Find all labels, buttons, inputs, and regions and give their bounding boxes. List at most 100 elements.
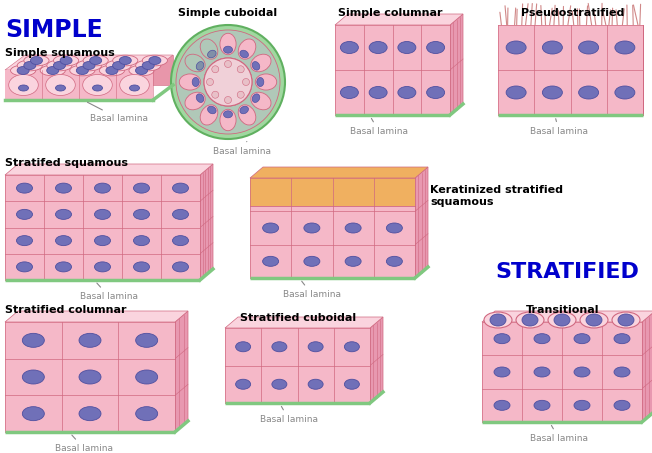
Ellipse shape xyxy=(136,333,158,347)
Text: Basal lamina: Basal lamina xyxy=(213,141,271,156)
Ellipse shape xyxy=(586,314,602,326)
Text: Transitional: Transitional xyxy=(526,305,600,315)
Ellipse shape xyxy=(257,77,264,87)
Ellipse shape xyxy=(614,400,630,410)
Ellipse shape xyxy=(17,67,29,74)
Ellipse shape xyxy=(95,183,110,193)
Ellipse shape xyxy=(369,87,387,98)
Ellipse shape xyxy=(113,55,138,66)
Ellipse shape xyxy=(79,370,101,384)
Ellipse shape xyxy=(494,334,510,344)
Ellipse shape xyxy=(136,60,161,71)
Ellipse shape xyxy=(578,86,599,99)
Ellipse shape xyxy=(612,312,640,328)
Ellipse shape xyxy=(240,106,248,114)
Ellipse shape xyxy=(47,60,72,71)
Ellipse shape xyxy=(516,312,544,328)
Ellipse shape xyxy=(173,236,188,246)
Ellipse shape xyxy=(95,262,110,272)
Ellipse shape xyxy=(99,65,125,76)
Ellipse shape xyxy=(272,342,287,352)
Text: Basal lamina: Basal lamina xyxy=(350,118,408,136)
Ellipse shape xyxy=(212,91,219,98)
Ellipse shape xyxy=(490,314,506,326)
Ellipse shape xyxy=(83,55,108,66)
Ellipse shape xyxy=(224,61,231,67)
Ellipse shape xyxy=(53,62,65,69)
Polygon shape xyxy=(225,328,370,403)
Ellipse shape xyxy=(119,57,131,64)
Ellipse shape xyxy=(235,379,250,389)
Ellipse shape xyxy=(387,223,402,233)
Text: Pseudostratified: Pseudostratified xyxy=(522,8,625,18)
Ellipse shape xyxy=(207,106,216,114)
Ellipse shape xyxy=(55,236,72,246)
Circle shape xyxy=(204,58,252,106)
Ellipse shape xyxy=(304,223,320,233)
Polygon shape xyxy=(5,164,213,175)
Polygon shape xyxy=(642,311,652,422)
Polygon shape xyxy=(5,311,188,322)
Ellipse shape xyxy=(192,77,200,87)
Ellipse shape xyxy=(235,342,250,352)
Polygon shape xyxy=(175,311,188,432)
Ellipse shape xyxy=(8,74,38,96)
Text: Basal lamina: Basal lamina xyxy=(530,119,588,136)
Ellipse shape xyxy=(16,236,33,246)
Ellipse shape xyxy=(207,78,213,86)
Ellipse shape xyxy=(185,92,205,110)
Ellipse shape xyxy=(574,400,590,410)
Text: Stratifed squamous: Stratifed squamous xyxy=(5,158,128,168)
Ellipse shape xyxy=(252,94,259,102)
Ellipse shape xyxy=(173,209,188,219)
Ellipse shape xyxy=(173,262,188,272)
Ellipse shape xyxy=(185,54,205,72)
Ellipse shape xyxy=(113,62,125,69)
Ellipse shape xyxy=(136,67,147,74)
Text: SIMPLE: SIMPLE xyxy=(5,18,103,42)
Text: Basal lamina: Basal lamina xyxy=(80,283,138,301)
Ellipse shape xyxy=(522,314,538,326)
Ellipse shape xyxy=(554,314,570,326)
Ellipse shape xyxy=(212,66,219,73)
Ellipse shape xyxy=(614,367,630,377)
Ellipse shape xyxy=(200,39,218,59)
Ellipse shape xyxy=(129,65,154,76)
Text: Basal lamina: Basal lamina xyxy=(55,435,113,453)
Ellipse shape xyxy=(426,87,445,98)
Text: Stratified columnar: Stratified columnar xyxy=(5,305,126,315)
Ellipse shape xyxy=(196,62,204,70)
Ellipse shape xyxy=(83,74,112,96)
Text: Stratified cuboidal: Stratified cuboidal xyxy=(240,313,356,323)
Ellipse shape xyxy=(534,367,550,377)
Ellipse shape xyxy=(55,262,72,272)
Ellipse shape xyxy=(574,367,590,377)
Ellipse shape xyxy=(344,342,359,352)
Ellipse shape xyxy=(79,407,101,421)
Ellipse shape xyxy=(340,42,359,53)
Ellipse shape xyxy=(106,67,118,74)
Ellipse shape xyxy=(534,400,550,410)
Ellipse shape xyxy=(615,86,635,99)
Text: Basal lamina: Basal lamina xyxy=(530,425,588,443)
Ellipse shape xyxy=(93,85,102,91)
Polygon shape xyxy=(250,167,428,178)
Polygon shape xyxy=(482,311,652,322)
Ellipse shape xyxy=(238,39,256,59)
Ellipse shape xyxy=(136,407,158,421)
Text: Simple squamous: Simple squamous xyxy=(5,48,115,58)
Polygon shape xyxy=(450,14,463,115)
Ellipse shape xyxy=(60,57,72,64)
Ellipse shape xyxy=(251,54,271,72)
Polygon shape xyxy=(250,178,415,206)
Text: Basal lamina: Basal lamina xyxy=(87,102,148,123)
Ellipse shape xyxy=(256,74,276,90)
Ellipse shape xyxy=(79,333,101,347)
Ellipse shape xyxy=(10,65,36,76)
Polygon shape xyxy=(225,317,383,328)
Ellipse shape xyxy=(142,55,168,66)
Ellipse shape xyxy=(18,85,29,91)
Polygon shape xyxy=(335,25,450,115)
Ellipse shape xyxy=(16,262,33,272)
Ellipse shape xyxy=(398,87,416,98)
